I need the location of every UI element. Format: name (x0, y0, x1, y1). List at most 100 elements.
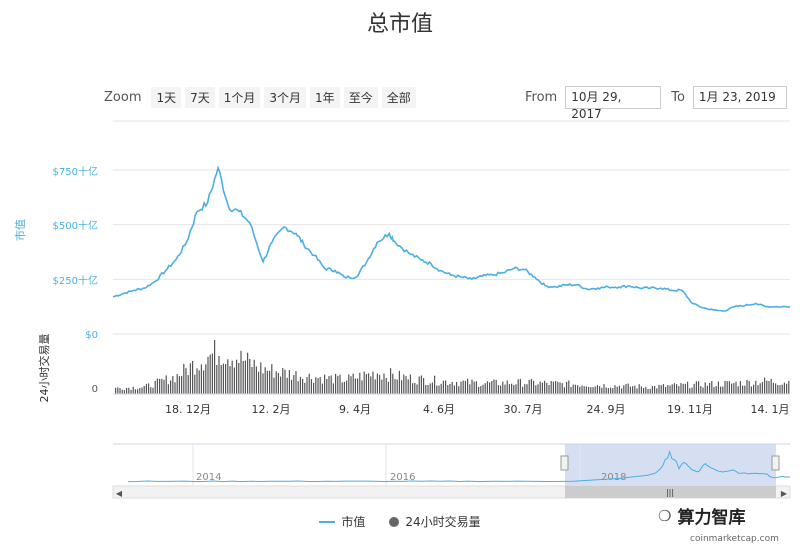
volume-bar (779, 385, 781, 394)
volume-bar (192, 361, 194, 394)
volume-bar (343, 381, 345, 394)
legend-item-volume[interactable]: 24小时交易量 (389, 513, 481, 530)
volume-bar (293, 375, 295, 394)
zoom-1y-button[interactable]: 1年 (310, 86, 340, 108)
zoom-ytd-button[interactable]: 至今 (343, 86, 378, 108)
volume-bar (733, 383, 735, 394)
volume-bar (764, 377, 766, 394)
volume-bar (288, 370, 290, 394)
volume-bar (449, 383, 451, 394)
volume-bar (737, 386, 739, 394)
volume-bar (396, 379, 398, 394)
volume-bar (295, 371, 297, 394)
volume-bar (249, 358, 251, 394)
volume-bar (599, 386, 601, 394)
volume-bar (242, 360, 244, 394)
volume-bar (755, 380, 757, 394)
volume-bar (420, 375, 422, 394)
volume-bar (414, 382, 416, 394)
volume-bar (669, 385, 671, 394)
volume-bar (566, 381, 568, 394)
volume-bar (665, 387, 667, 394)
volume-bar (451, 382, 453, 394)
to-date-input[interactable]: 1月 23, 2019 (692, 86, 787, 109)
volume-bar (159, 378, 161, 394)
volume-bar (467, 378, 469, 394)
zoom-1m-button[interactable]: 1个月 (218, 86, 261, 108)
gridlines (113, 120, 790, 335)
navigator-tick-label: 2014 (196, 472, 221, 483)
navigator-selection[interactable] (565, 444, 776, 486)
volume-bar (315, 377, 317, 394)
volume-bar (139, 388, 141, 394)
volume-bar (464, 380, 466, 394)
volume-bar (260, 362, 262, 394)
volume-bar (357, 378, 359, 394)
volume-bar (621, 388, 623, 394)
volume-bar (339, 374, 341, 394)
scroll-left-icon[interactable]: ◀ (116, 489, 123, 498)
volume-bar (167, 384, 169, 394)
zoom-1d-button[interactable]: 1天 (151, 86, 182, 108)
volume-bar (559, 382, 561, 394)
volume-bar (141, 387, 143, 394)
volume-bar (117, 387, 119, 394)
volume-bar (350, 376, 352, 394)
volume-bar (137, 389, 139, 394)
volume-bar (550, 381, 552, 394)
zoom-7d-button[interactable]: 7天 (185, 86, 215, 108)
volume-bar (306, 377, 308, 394)
scrollbar-thumb[interactable] (565, 486, 776, 498)
volume-bar (416, 384, 418, 394)
volume-bar (603, 384, 605, 394)
volume-bar (209, 354, 211, 394)
volume-bar (482, 384, 484, 394)
volume-bar (713, 387, 715, 394)
volume-bar (385, 378, 387, 394)
volume-bar (728, 381, 730, 394)
volume-bar (783, 382, 785, 394)
volume-bar (634, 385, 636, 394)
volume-bar (429, 383, 431, 394)
volume-bar (203, 370, 205, 394)
volume-bar (211, 353, 213, 394)
volume-bar (442, 380, 444, 394)
volume-bar (533, 380, 535, 394)
legend-label: 24小时交易量 (405, 515, 481, 529)
zoom-label: Zoom (104, 89, 142, 105)
navigator-right-handle[interactable] (771, 455, 780, 471)
volume-bar (491, 381, 493, 394)
navigator-left-handle[interactable] (560, 455, 569, 471)
volume-bar (229, 366, 231, 394)
x-tick-label: 19. 11月 (667, 403, 713, 416)
volume-bar (460, 381, 462, 394)
zoom-3m-button[interactable]: 3个月 (264, 86, 307, 108)
navigator[interactable]: 2014 2016 2018 ||| ◀ ▶ (112, 443, 791, 499)
volume-bar (317, 378, 319, 394)
volume-bar (174, 382, 176, 394)
volume-bar (368, 373, 370, 394)
volume-bar (616, 386, 618, 394)
scroll-right-icon[interactable]: ▶ (781, 489, 788, 498)
volume-bar (596, 385, 598, 394)
volume-bar (722, 386, 724, 394)
zoom-all-button[interactable]: 全部 (381, 86, 416, 108)
volume-bar (332, 383, 334, 394)
legend-item-market-cap[interactable]: 市值 (319, 513, 365, 530)
volume-bar (205, 364, 207, 394)
dot-icon (389, 516, 400, 527)
volume-bar (359, 372, 361, 394)
volume-bar (700, 386, 702, 394)
volume-bar (656, 388, 658, 394)
volume-bar (772, 382, 774, 394)
volume-bar (502, 381, 504, 394)
volume-bar (286, 377, 288, 394)
volume-bar (409, 374, 411, 394)
volume-bar (742, 385, 744, 394)
y-axis-title: 市值 (13, 219, 27, 241)
volume-bar (170, 380, 172, 394)
volume-bar (555, 381, 557, 394)
from-date-input[interactable]: 10月 29, 2017 (565, 86, 662, 121)
volume-bar (777, 385, 779, 394)
volume-bar (299, 376, 301, 394)
